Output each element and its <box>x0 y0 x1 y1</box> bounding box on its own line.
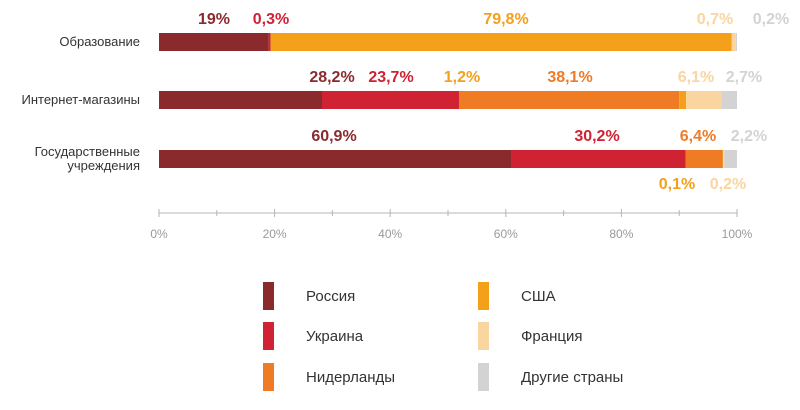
legend-swatch <box>263 363 274 391</box>
value-label: 0,1% <box>659 176 695 193</box>
value-label: 1,2% <box>444 69 480 86</box>
value-label: 2,7% <box>726 69 762 86</box>
legend-swatch <box>263 282 274 310</box>
category-label: учреждения <box>67 158 140 173</box>
value-label: 2,2% <box>731 128 767 145</box>
value-label: 79,8% <box>483 11 528 28</box>
value-label: 60,9% <box>311 128 356 145</box>
x-tick-label: 80% <box>609 227 633 241</box>
bar-segment <box>679 91 687 109</box>
legend-label: США <box>521 288 556 305</box>
bar-segment <box>322 91 459 109</box>
x-tick-label: 0% <box>150 227 168 241</box>
bar-segment <box>458 91 680 109</box>
category-label: Государственные <box>35 144 140 159</box>
bar-segment <box>731 33 736 51</box>
value-label: 38,1% <box>547 69 592 86</box>
bar-segment <box>159 150 511 168</box>
bar-segment <box>722 150 724 168</box>
value-label: 30,2% <box>574 128 619 145</box>
legend-label: Нидерланды <box>306 369 395 386</box>
bar-segment <box>735 33 737 51</box>
bar-segment <box>686 91 722 109</box>
value-label: 0,3% <box>253 11 289 28</box>
x-tick-label: 60% <box>494 227 518 241</box>
legend-swatch <box>263 322 274 350</box>
category-label: Интернет-магазины <box>21 92 140 107</box>
legend-label: Украина <box>306 328 364 345</box>
bar-segment <box>159 91 322 109</box>
bar-segment <box>270 33 732 51</box>
value-label: 6,1% <box>678 69 714 86</box>
bar-segment <box>159 33 269 51</box>
bar-segment <box>723 150 725 168</box>
value-label: 23,7% <box>368 69 413 86</box>
legend-label: Другие страны <box>521 369 623 386</box>
bar-segment <box>685 150 723 168</box>
legend-label: Россия <box>306 288 355 305</box>
value-label: 0,7% <box>697 11 733 28</box>
legend-swatch <box>478 363 489 391</box>
value-label: 0,2% <box>753 11 789 28</box>
value-label: 6,4% <box>680 128 716 145</box>
bar-segment <box>511 150 686 168</box>
bar-segment <box>268 33 271 51</box>
value-label: 28,2% <box>309 69 354 86</box>
legend-swatch <box>478 322 489 350</box>
value-label: 0,2% <box>710 176 746 193</box>
legend-swatch <box>478 282 489 310</box>
x-tick-label: 20% <box>263 227 287 241</box>
category-label: Образование <box>59 34 140 49</box>
bar-segment <box>721 91 737 109</box>
legend-label: Франция <box>521 328 582 345</box>
value-label: 19% <box>198 11 230 28</box>
bar-segment <box>724 150 737 168</box>
x-tick-label: 100% <box>722 227 753 241</box>
x-tick-label: 40% <box>378 227 402 241</box>
